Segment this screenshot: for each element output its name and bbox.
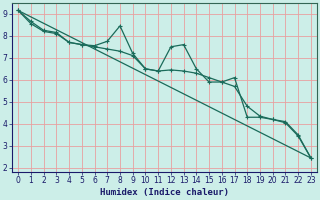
X-axis label: Humidex (Indice chaleur): Humidex (Indice chaleur) — [100, 188, 229, 197]
